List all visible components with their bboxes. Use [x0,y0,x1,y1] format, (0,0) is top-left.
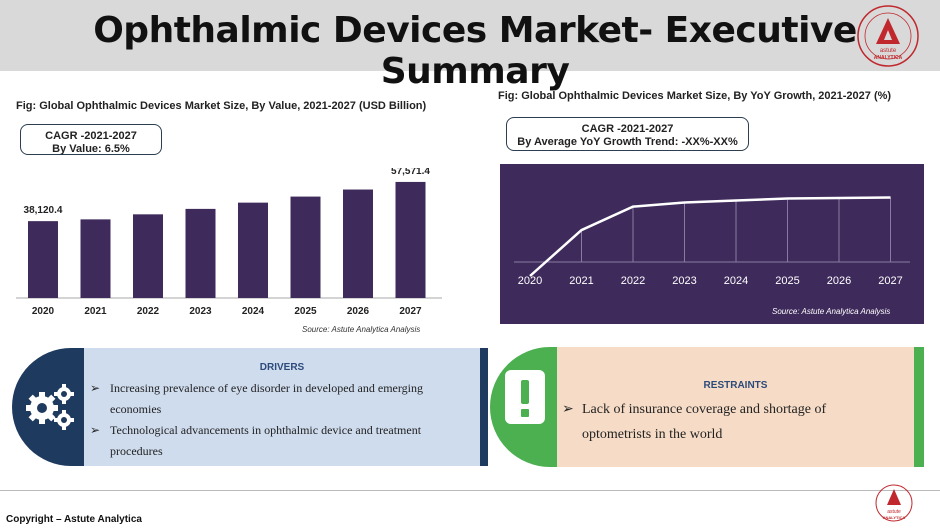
restraints-item: Lack of insurance coverage and shortage … [562,397,862,447]
astute-analytica-logo: astute ANALYTICA [857,5,919,67]
bar [395,181,426,298]
x-tick-label: 2024 [242,306,265,317]
series-line [529,196,891,277]
data-label: 38,120.4 [24,205,63,216]
footer-logo: astute ANALYTICA [875,484,913,522]
restraints-panel: RESTRAINTS Lack of insurance coverage an… [490,347,924,467]
bar [343,189,373,298]
x-tick-label: 2024 [724,275,748,287]
drivers-panel: DRIVERS Increasing prevalence of eye dis… [12,348,488,466]
x-tick-label: 2023 [189,306,212,317]
x-tick-label: 2027 [399,306,422,317]
left-cagr-line2: By Value: 6.5% [52,143,130,155]
bar [238,202,268,298]
bar [290,196,321,298]
x-tick-label: 2020 [32,306,55,317]
x-tick-label: 2021 [569,275,593,287]
bar-chart: 2020 38,120.4 2021 2022 2023 2024 2025 2026 2027… [16,168,442,317]
bar [133,214,163,298]
drivers-item: Technological advancements in ophthalmic… [90,420,470,462]
right-cagr-box: CAGR -2021-2027 By Average YoY Growth Tr… [506,117,749,151]
page-title: Ophthalmic Devices Market- Executive Sum… [93,10,857,92]
right-source: Source: Astute Analytica Analysis [772,307,891,316]
copyright-text: Copyright – Astute Analytica [6,514,142,525]
left-fig-title: Fig: Global Ophthalmic Devices Market Si… [16,100,427,112]
footer-logo-brand2: ANALYTICA [883,515,906,520]
x-tick-label: 2027 [878,275,902,287]
x-tick-label: 2022 [621,275,645,287]
drivers-list: Increasing prevalence of eye disorder in… [90,378,470,462]
right-fig-title: Fig: Global Ophthalmic Devices Market Si… [498,90,892,102]
data-label: 57,571.4 [391,168,430,177]
x-tick-label: 2026 [827,275,851,287]
line-chart: 2020 2021 2022 2023 2024 2025 2026 2027 [514,196,910,287]
left-source: Source: Astute Analytica Analysis [302,325,421,334]
x-tick-label: 2026 [347,306,370,317]
right-cagr-line1: CAGR -2021-2027 [581,123,674,135]
drivers-item: Increasing prevalence of eye disorder in… [90,378,470,420]
x-tick-label: 2022 [137,306,160,317]
gears-icon [26,384,74,430]
logo-brand2: ANALYTICA [874,55,903,61]
x-tick-label: 2021 [84,306,107,317]
x-tick-label: 2025 [294,306,317,317]
footer-logo-brand: astute [887,509,901,515]
footer-divider [0,490,940,491]
bar [28,221,58,298]
yoy-chart-panel: 2020 2021 2022 2023 2024 2025 2026 2027 Source:… [500,164,924,324]
restraints-heading: RESTRAINTS [703,380,768,391]
left-cagr-box: CAGR -2021-2027 By Value: 6.5% [20,124,162,155]
warning-icon [505,370,545,424]
x-tick-label: 2023 [672,275,696,287]
x-tick-label: 2020 [518,275,542,287]
drivers-heading: DRIVERS [259,362,305,373]
left-cagr-line1: CAGR -2021-2027 [45,130,137,142]
bar [185,208,216,298]
header-bar: Ophthalmic Devices Market- Executive Sum… [0,0,940,92]
right-cagr-line2: By Average YoY Growth Trend: -XX%-XX% [517,136,738,148]
restraints-list: Lack of insurance coverage and shortage … [562,397,862,447]
x-tick-label: 2025 [775,275,799,287]
logo-brand: astute [880,48,897,54]
bar [80,219,111,298]
